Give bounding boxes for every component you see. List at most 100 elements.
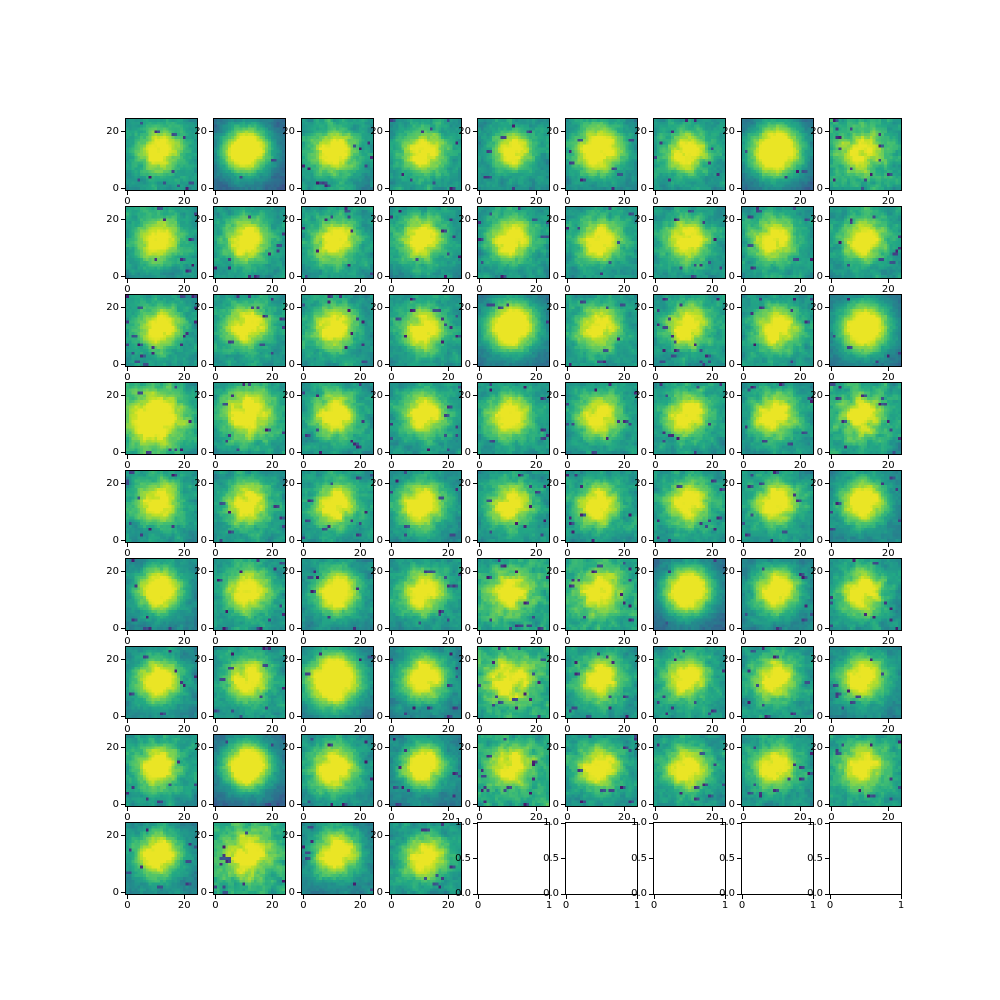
y-tick-label: 0	[376, 886, 383, 898]
x-tick-label: 0	[652, 548, 659, 559]
y-tick-label: 0	[552, 622, 559, 634]
y-tick	[297, 395, 301, 397]
heatmap-image	[830, 735, 901, 806]
heatmap-image	[390, 295, 461, 366]
subplot-r3c1: 0 20 0 20	[106, 294, 198, 383]
heatmap-image	[654, 559, 725, 630]
y-tick	[385, 540, 389, 542]
y-tick-label: 0	[816, 270, 823, 282]
y-tick	[209, 659, 213, 661]
y-tick-label: 20	[106, 301, 119, 313]
heatmap-image	[566, 471, 637, 542]
x-tick	[271, 367, 273, 371]
x-tick-label: 20	[441, 284, 455, 295]
subplot-r3c3: 0 20 0 20	[282, 294, 374, 383]
subplot-r7c9: 0 20 0 20	[810, 646, 902, 735]
y-tick-label: 20	[106, 389, 119, 401]
x-tick	[183, 895, 185, 899]
subplot-r9c4: 0 20 0 20	[370, 822, 462, 911]
heatmap-image	[566, 207, 637, 278]
y-tick	[121, 747, 125, 749]
x-tick	[887, 807, 889, 811]
y-tick-label: 0	[728, 270, 735, 282]
y-tick-label: 0	[816, 534, 823, 546]
y-tick	[825, 804, 829, 806]
y-tick	[297, 540, 301, 542]
x-tick-label: 0	[740, 636, 747, 647]
heatmap-image	[654, 383, 725, 454]
heatmap-image	[654, 295, 725, 366]
y-tick	[121, 483, 125, 485]
subplot-r6c7: 0 20 0 20	[634, 558, 726, 647]
y-tick-label: 20	[370, 653, 383, 665]
x-tick-label: 0	[740, 196, 747, 207]
x-tick	[478, 807, 480, 811]
y-tick-label: 0	[816, 622, 823, 634]
x-tick-label: 20	[353, 724, 367, 735]
x-tick	[390, 279, 392, 283]
x-tick-label: 20	[265, 372, 279, 383]
x-tick	[183, 455, 185, 459]
y-tick	[297, 835, 301, 837]
x-tick-label: 0	[388, 900, 395, 911]
x-tick-label: 1	[721, 900, 729, 911]
x-tick	[126, 631, 128, 635]
y-tick	[737, 858, 741, 859]
x-tick	[887, 719, 889, 723]
subplot-r5c1: 0 20 0 20	[106, 470, 198, 559]
x-tick	[477, 895, 479, 899]
subplot-r6c2: 0 20 0 20	[194, 558, 286, 647]
y-tick-label: 20	[370, 213, 383, 225]
x-tick	[741, 895, 743, 899]
y-tick-label: 0	[816, 710, 823, 722]
x-tick-label: 20	[441, 812, 455, 823]
subplot-r8c8: 0 20 0 20	[722, 734, 814, 823]
subplot-r5c9: 0 20 0 20	[810, 470, 902, 559]
y-tick-label: 0	[552, 710, 559, 722]
y-tick	[649, 628, 653, 630]
x-tick	[271, 279, 273, 283]
x-tick-label: 20	[529, 284, 543, 295]
y-tick	[737, 364, 741, 366]
x-tick-label: 20	[705, 196, 719, 207]
x-tick	[359, 543, 361, 547]
x-tick-label: 0	[740, 812, 747, 823]
x-tick	[183, 191, 185, 195]
x-tick-label: 20	[793, 812, 807, 823]
x-tick	[478, 191, 480, 195]
y-tick-label: 0	[728, 446, 735, 458]
y-tick-label: 0	[376, 270, 383, 282]
subplot-r6c4: 0 20 0 20	[370, 558, 462, 647]
y-tick	[297, 628, 301, 630]
x-tick	[711, 543, 713, 547]
x-tick-label: 20	[617, 724, 631, 735]
heatmap-image	[478, 207, 549, 278]
x-tick-label: 20	[441, 372, 455, 383]
y-tick-label: 0	[376, 358, 383, 370]
y-tick-label: 20	[634, 477, 647, 489]
x-tick-label: 20	[177, 812, 191, 823]
heatmap-image	[390, 207, 461, 278]
y-tick	[121, 276, 125, 278]
x-tick-label: 20	[529, 812, 543, 823]
y-tick	[473, 571, 477, 573]
y-tick-label: 20	[282, 389, 295, 401]
heatmap-image	[302, 647, 373, 718]
heatmap-image	[302, 823, 373, 894]
heatmap-image	[654, 119, 725, 190]
x-tick	[742, 191, 744, 195]
y-tick	[473, 452, 477, 454]
y-tick-label: 20	[810, 565, 823, 577]
x-tick-label: 20	[353, 812, 367, 823]
heatmap-image	[214, 383, 285, 454]
subplot-r3c6: 0 20 0 20	[546, 294, 638, 383]
x-tick-label: 20	[177, 636, 191, 647]
x-tick	[799, 719, 801, 723]
subplot-r9c3: 0 20 0 20	[282, 822, 374, 911]
y-tick-label: 0.5	[719, 852, 735, 864]
x-tick-label: 0	[476, 196, 483, 207]
y-tick	[121, 131, 125, 133]
subplot-r7c4: 0 20 0 20	[370, 646, 462, 735]
y-tick-label: 20	[194, 213, 207, 225]
x-tick-label: 20	[441, 724, 455, 735]
